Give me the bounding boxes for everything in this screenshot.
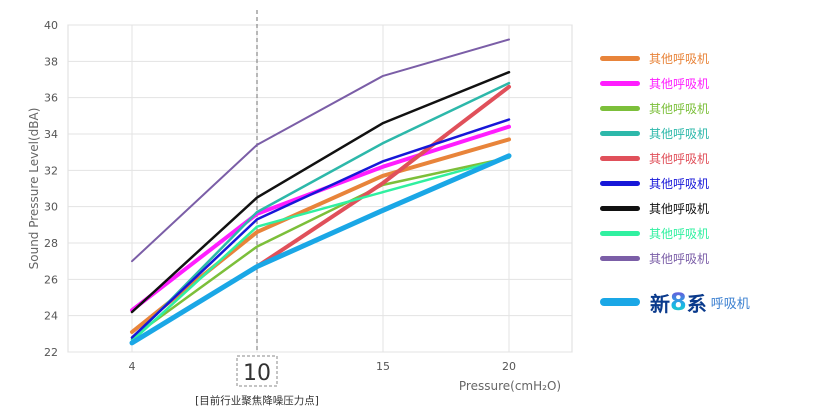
highlight-tick-box — [236, 355, 278, 387]
legend-swatch — [600, 106, 640, 111]
y-tick-label: 32 — [44, 164, 58, 177]
legend-label: 其他呼吸机 — [649, 152, 710, 166]
legend-label: 其他呼吸机 — [649, 77, 710, 91]
legend-swatch — [600, 56, 640, 61]
y-tick-label: 30 — [44, 201, 58, 214]
legend-item: 其他呼吸机 — [600, 221, 815, 246]
legend-swatch — [600, 181, 640, 186]
series-line — [131, 38, 510, 263]
y-tick-label: 38 — [44, 55, 58, 68]
legend-label: 其他呼吸机 — [649, 202, 710, 216]
legend-swatch — [600, 131, 640, 136]
legend-item: 其他呼吸机 — [600, 46, 815, 71]
legend-swatch — [600, 256, 640, 261]
legend-item: 其他呼吸机 — [600, 71, 815, 96]
legend-swatch — [600, 81, 640, 86]
legend-swatch-highlight — [600, 298, 640, 306]
legend-item: 其他呼吸机 — [600, 171, 815, 196]
series-line — [130, 118, 511, 339]
legend-swatch — [600, 206, 640, 211]
legend-item: 其他呼吸机 — [600, 121, 815, 146]
brand-suffix: 系 — [686, 291, 707, 316]
series-line — [130, 81, 511, 341]
series-line — [130, 156, 511, 343]
legend-item: 其他呼吸机 — [600, 146, 815, 171]
highlight-caption: [目前行业聚焦降噪压力点] — [195, 394, 319, 407]
legend-label: 其他呼吸机 — [649, 102, 710, 116]
legend: 其他呼吸机 其他呼吸机 其他呼吸机 其他呼吸机 其他呼吸机 其他呼吸机 其他呼吸… — [600, 46, 815, 319]
legend-item-highlight: 新 8 系 呼吸机 — [600, 285, 815, 319]
x-tick-label: 4 — [129, 360, 136, 373]
brand-subtitle: 呼吸机 — [710, 296, 750, 312]
legend-swatch — [600, 156, 640, 161]
y-tick-label: 26 — [44, 273, 58, 286]
y-axis-title: Sound Pressure Level(dBA) — [27, 108, 41, 270]
brand-digit: 8 — [670, 288, 687, 316]
series-line — [130, 70, 511, 314]
legend-swatch — [600, 231, 640, 236]
x-tick-label: 15 — [376, 360, 390, 373]
legend-item: 其他呼吸机 — [600, 246, 815, 271]
legend-item: 其他呼吸机 — [600, 96, 815, 121]
series-line — [130, 156, 511, 339]
y-tick-label: 36 — [44, 92, 58, 105]
x-tick-label: 20 — [502, 360, 516, 373]
x-axis-title: Pressure(cmH₂O) — [459, 379, 561, 393]
y-tick-label: 28 — [44, 237, 58, 250]
x-tick-label-highlight: 10 — [243, 361, 271, 386]
brand-char: 新 — [650, 291, 670, 316]
legend-label: 其他呼吸机 — [649, 177, 710, 191]
legend-item: 其他呼吸机 — [600, 196, 815, 221]
legend-label: 其他呼吸机 — [649, 252, 710, 266]
legend-label: 其他呼吸机 — [649, 52, 710, 66]
legend-label: 其他呼吸机 — [649, 127, 710, 141]
y-tick-label: 40 — [44, 19, 58, 32]
legend-label: 其他呼吸机 — [649, 227, 710, 241]
y-tick-label: 22 — [44, 346, 58, 359]
y-tick-label: 24 — [44, 310, 58, 323]
series-line-highlight — [129, 153, 512, 346]
series-line — [130, 137, 511, 334]
y-tick-label: 34 — [44, 128, 58, 141]
